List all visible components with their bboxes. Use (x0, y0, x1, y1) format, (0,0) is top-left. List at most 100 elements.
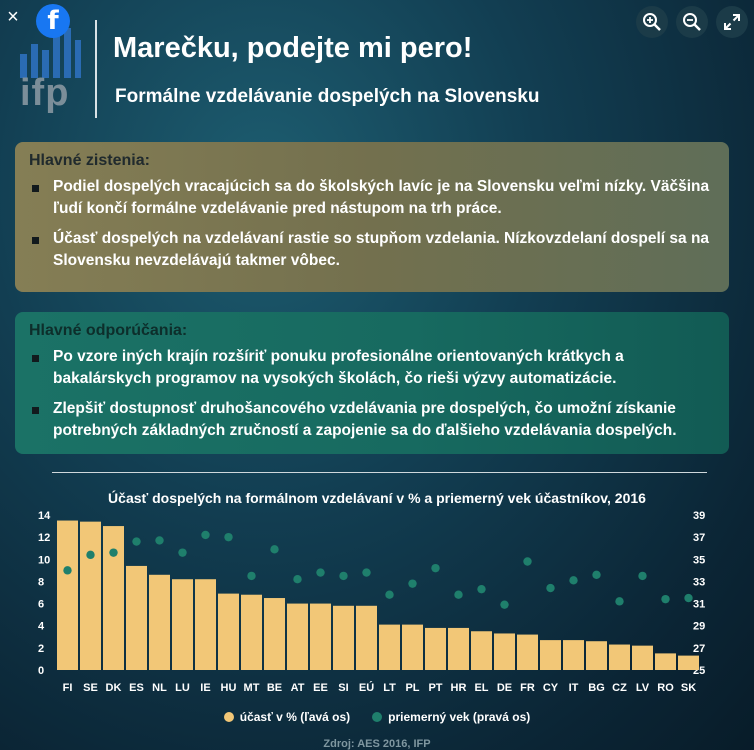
bar (103, 526, 124, 670)
close-icon[interactable]: × (7, 5, 19, 28)
bar (310, 603, 331, 670)
age-point (661, 594, 670, 604)
findings-title: Hlavné zistenia: (29, 152, 150, 169)
age-point (178, 548, 187, 557)
left-axis-tick: 4 (38, 621, 45, 633)
zoom-in-button[interactable] (636, 6, 668, 38)
category-label: DK (106, 682, 122, 694)
right-axis-tick: 31 (693, 599, 705, 611)
recommendations-box: Hlavné odporúčania: Po vzore iných krají… (15, 312, 729, 454)
age-point (316, 568, 325, 577)
right-axis-tick: 33 (693, 576, 705, 588)
bar (655, 653, 676, 670)
legend-item-age: priemerný vek (pravá os) (372, 710, 530, 724)
age-point (132, 537, 141, 546)
bullet-icon (32, 185, 39, 192)
fullscreen-button[interactable] (716, 6, 748, 38)
category-label: SE (83, 682, 98, 694)
bar (471, 631, 492, 670)
category-label: FR (520, 682, 535, 694)
recommendations-item: Po vzore iných krajín rozšíriť ponuku pr… (29, 346, 715, 390)
category-label: LV (636, 682, 650, 694)
age-point (500, 600, 509, 609)
category-label: SI (338, 682, 348, 694)
zoom-out-button[interactable] (676, 6, 708, 38)
category-label: EÚ (359, 681, 374, 694)
left-axis-tick: 8 (38, 576, 44, 588)
age-point (569, 576, 578, 585)
age-point (523, 557, 532, 566)
category-label: IT (569, 682, 579, 694)
category-label: EL (474, 682, 488, 694)
right-axis-tick: 39 (693, 510, 705, 522)
right-axis-tick: 29 (693, 621, 705, 633)
legend-label: účasť v % (ľavá os) (239, 710, 351, 724)
category-label: IE (200, 682, 210, 694)
left-axis-tick: 0 (38, 665, 44, 677)
age-point (86, 550, 95, 560)
right-axis-tick: 37 (693, 532, 705, 544)
bar (195, 579, 216, 670)
left-axis-tick: 14 (38, 510, 51, 522)
age-point (477, 584, 486, 594)
category-label: AT (291, 682, 305, 694)
age-point (546, 583, 555, 593)
chart-title: Účasť dospelých na formálnom vzdelávaní … (108, 490, 646, 506)
category-label: FI (63, 682, 73, 694)
age-point (247, 571, 256, 581)
age-point (155, 536, 164, 545)
category-label: CZ (612, 682, 627, 694)
findings-item: Podiel dospelých vracajúcich sa do škols… (29, 176, 715, 220)
bullet-icon (32, 407, 39, 414)
bar (448, 627, 469, 670)
bar (425, 627, 446, 670)
bar (609, 644, 630, 670)
age-point (615, 597, 624, 606)
zoom-out-icon (683, 13, 701, 31)
category-label: HU (221, 682, 237, 694)
right-axis-tick: 35 (693, 554, 705, 566)
recommendations-item: Zlepšiť dostupnosť druhošancového vzdelá… (29, 398, 715, 442)
bullet-icon (32, 355, 39, 362)
age-point (592, 570, 601, 579)
bar (540, 640, 561, 670)
category-label: EE (313, 682, 328, 694)
left-axis-tick: 12 (38, 532, 50, 544)
legend-item-participation: účasť v % (ľavá os) (223, 710, 351, 724)
recommendations-item-text: Zlepšiť dostupnosť druhošancového vzdelá… (53, 400, 677, 439)
bar (57, 520, 78, 670)
bar (563, 640, 584, 670)
facebook-icon[interactable]: f (36, 4, 70, 38)
age-point (109, 548, 118, 557)
chart-separator (52, 472, 707, 473)
bar (126, 565, 147, 670)
legend-swatch-bar (223, 712, 234, 722)
age-point (293, 575, 302, 584)
bar (379, 624, 400, 670)
age-point (270, 545, 279, 554)
right-axis-tick: 27 (693, 643, 705, 655)
bar (241, 594, 262, 670)
age-point (638, 571, 647, 581)
bar (172, 579, 193, 670)
age-point (431, 563, 440, 573)
category-label: SK (681, 682, 696, 694)
findings-item-text: Účasť dospelých na vzdelávaní rastie so … (53, 230, 710, 269)
page-subtitle: Formálne vzdelávanie dospelých na Sloven… (115, 86, 540, 107)
category-label: LT (383, 682, 396, 694)
bar (517, 634, 538, 670)
bar (264, 598, 285, 670)
category-label: PL (405, 682, 419, 694)
bar (80, 521, 101, 670)
category-label: ES (129, 682, 144, 694)
chart-legend: účasť v % (ľavá os) priemerný vek (pravá… (0, 710, 754, 724)
category-label: BE (267, 682, 282, 694)
ifp-logo (20, 28, 81, 78)
bar (333, 605, 354, 670)
age-point (339, 571, 348, 581)
bar (402, 624, 423, 670)
left-axis-tick: 6 (38, 599, 44, 611)
findings-item-text: Podiel dospelých vracajúcich sa do škols… (53, 178, 710, 217)
bar (149, 574, 170, 670)
age-point (684, 593, 693, 603)
